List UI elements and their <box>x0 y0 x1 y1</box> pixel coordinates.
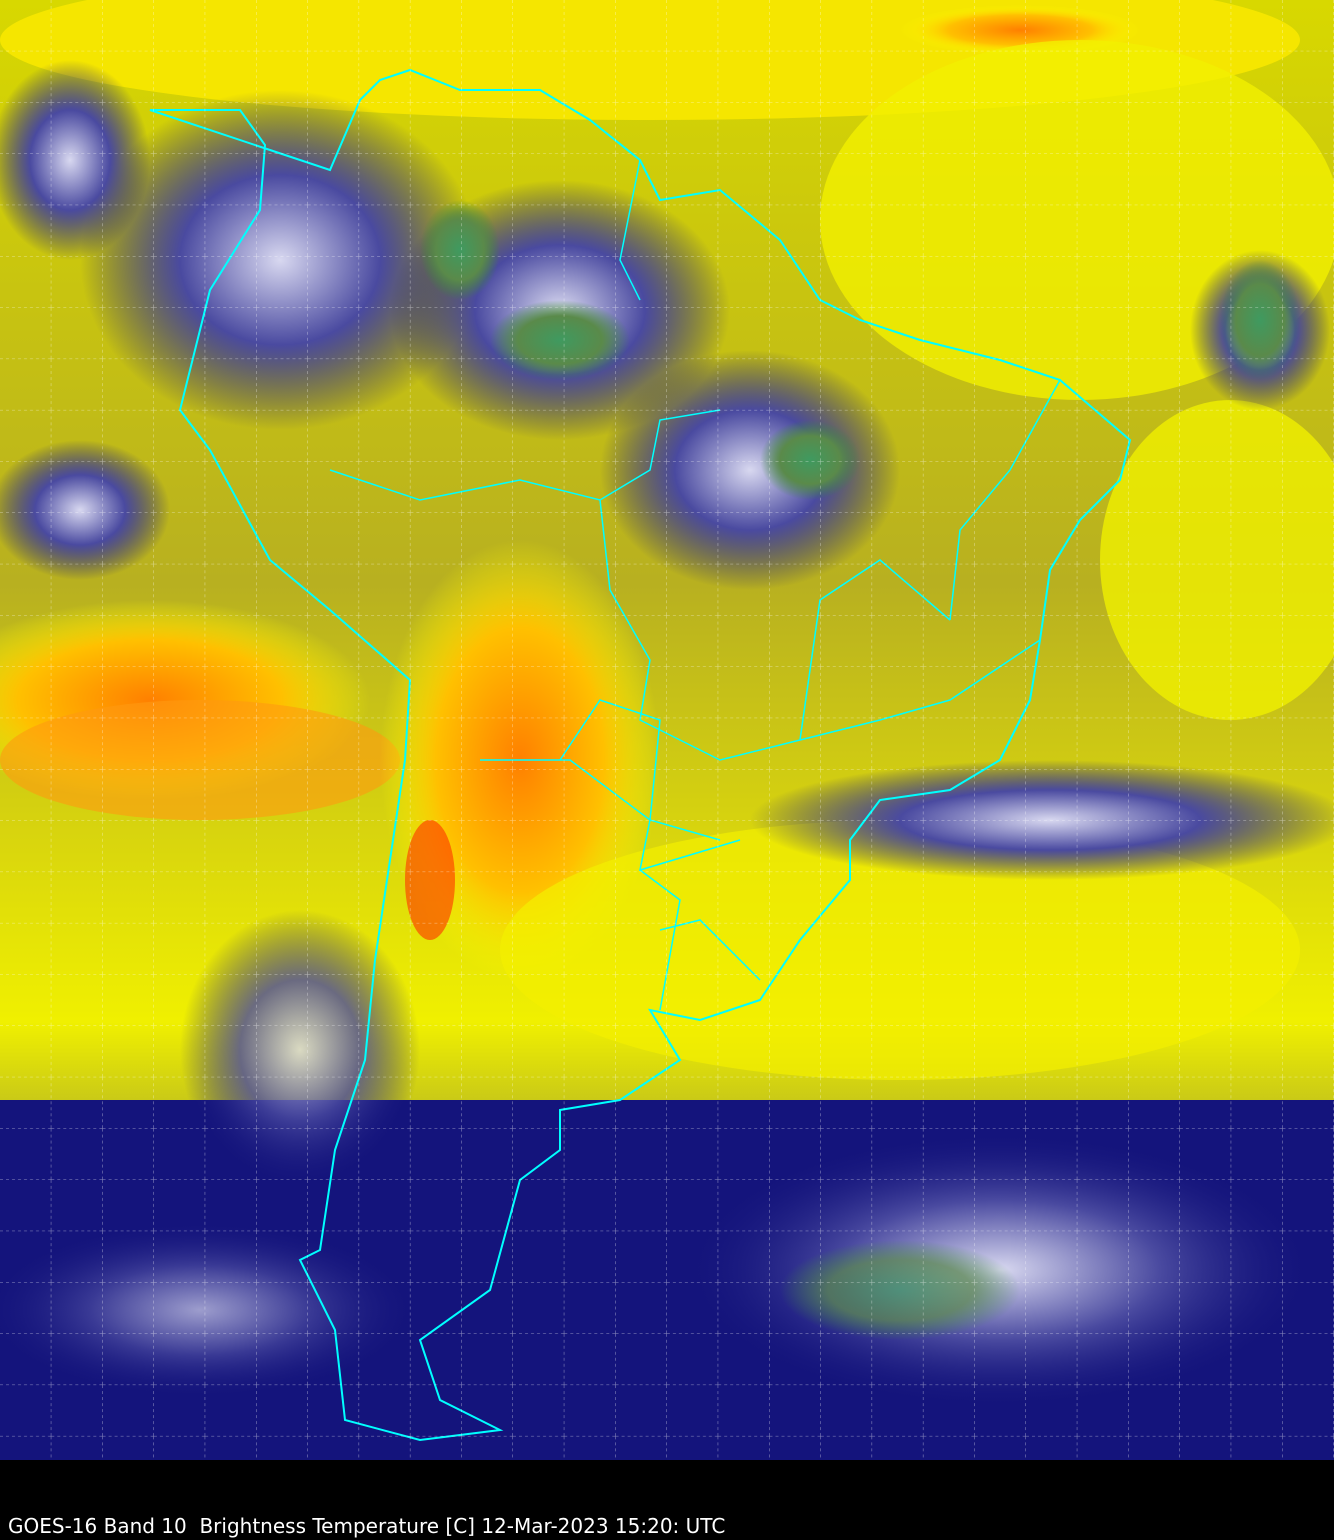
image-caption: GOES-16 Band 10 Brightness Temperature [… <box>8 1514 726 1538</box>
graticule-grid <box>0 0 1334 1460</box>
satellite-image <box>0 0 1334 1460</box>
